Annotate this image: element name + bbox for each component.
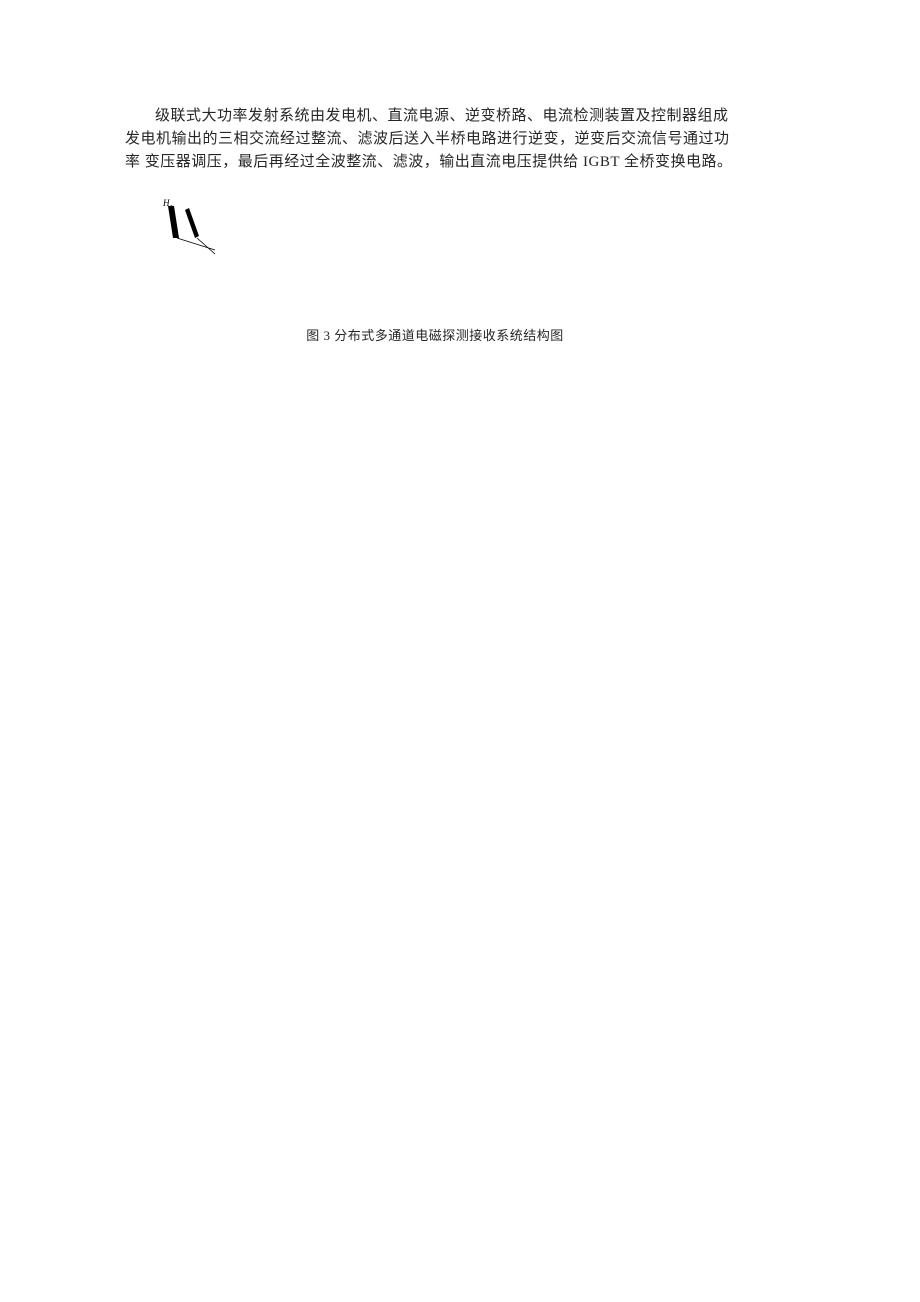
figure-3-svg-wrap: Hz — [125, 192, 685, 312]
para-line-2: 发电机输出的三相交流经过整流、滤波后送入半桥电路进行逆变，逆变后交流信号通过功 — [125, 131, 730, 147]
para-line-3: 率 变压器调压，最后再经过全波整流、滤波，输出直流电压提供给 IGBT 全桥变换… — [125, 154, 732, 170]
page: 级联式大功率发射系统由发电机、直流电源、逆变桥路、电流检测装置及控制器组成 发电… — [0, 0, 920, 344]
para-line-1: 级联式大功率发射系统由发电机、直流电源、逆变桥路、电流检测装置及控制器组成 — [155, 108, 729, 124]
svg-text:H: H — [162, 198, 170, 208]
body-paragraph: 级联式大功率发射系统由发电机、直流电源、逆变桥路、电流检测装置及控制器组成 发电… — [125, 105, 810, 174]
diagram-svg: Hz — [125, 192, 685, 312]
figure-3: Hz 图 3 分布式多通道电磁探测接收系统结构图 — [125, 192, 810, 344]
figure-3-caption: 图 3 分布式多通道电磁探测接收系统结构图 — [155, 325, 715, 344]
